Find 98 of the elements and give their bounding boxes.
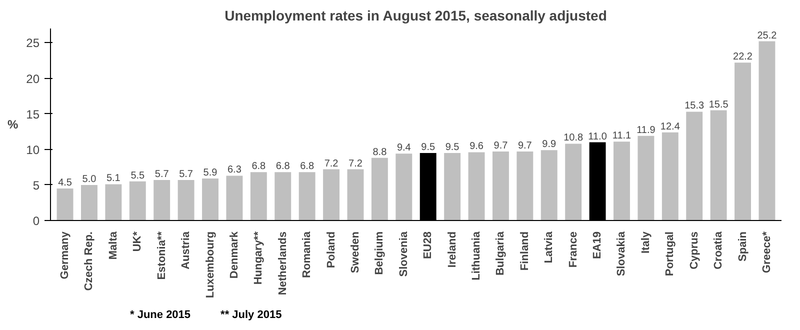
data-label: 15.3 — [684, 100, 705, 112]
bar — [396, 154, 412, 220]
x-tick-label: Ireland — [446, 231, 458, 268]
data-label: 11.9 — [636, 124, 656, 136]
data-label: 5.7 — [179, 168, 194, 180]
data-label: 5.7 — [154, 168, 170, 180]
x-tick-label: Germany — [59, 230, 72, 280]
data-label: 11.1 — [612, 130, 632, 142]
x-tick-label: UK* — [132, 230, 144, 252]
y-axis-title: % — [7, 118, 18, 132]
data-label: 9.9 — [542, 139, 557, 150]
x-tick-label: Slovenia — [398, 230, 410, 277]
bar — [492, 152, 509, 220]
bar — [468, 152, 485, 220]
x-tick-label: EU28 — [422, 231, 434, 260]
bar — [758, 41, 776, 220]
data-label: 22.2 — [733, 52, 753, 63]
x-tick-label: Greece* — [760, 230, 773, 274]
x-tick-label: Lithuania — [470, 230, 483, 280]
x-tick-label: Latvia — [543, 230, 556, 264]
x-tick-label: Netherlands — [276, 231, 289, 296]
y-tick-label: 15 — [26, 107, 40, 122]
data-label: 9.7 — [518, 140, 532, 152]
text: ** July 2015 — [220, 309, 282, 321]
x-tick-label: Finland — [518, 232, 531, 271]
x-tick-label: France — [567, 231, 580, 268]
bar — [323, 169, 340, 220]
data-label: 5.9 — [203, 168, 218, 179]
y-tick-label: 20 — [26, 72, 40, 86]
data-label: 7.2 — [348, 158, 363, 170]
bar — [686, 112, 703, 220]
x-tick-label: Bulgaria — [494, 230, 507, 276]
data-label: 6.3 — [228, 164, 242, 176]
y-tick-label: 25 — [26, 36, 40, 50]
bar — [274, 172, 292, 220]
bar — [347, 169, 364, 220]
x-tick-label: Romania — [301, 230, 314, 278]
data-label: 25.2 — [757, 30, 778, 42]
bar — [371, 158, 388, 220]
bar — [226, 176, 243, 220]
bar — [178, 180, 194, 220]
x-tick-label: Malta — [107, 230, 120, 260]
bar — [638, 136, 654, 220]
bar — [129, 181, 146, 220]
data-label: 9.6 — [470, 141, 484, 152]
data-label: 9.5 — [421, 142, 436, 153]
bar — [105, 184, 122, 220]
x-tick-label: Poland — [325, 231, 338, 268]
y-tick-label: 0 — [32, 214, 40, 228]
bar — [81, 184, 98, 220]
x-tick-label: Cyprus — [688, 231, 700, 270]
x-tick-label: Croatia — [712, 230, 725, 270]
bar — [444, 152, 461, 220]
x-tick-label: Spain — [736, 231, 749, 262]
y-tick-label: 10 — [26, 142, 40, 157]
x-tick-label: Belgium — [374, 231, 386, 275]
bar — [565, 144, 582, 220]
data-label: 11.0 — [588, 131, 608, 142]
data-label: 5.1 — [106, 173, 121, 184]
data-label: 5.0 — [82, 174, 97, 185]
bar — [614, 142, 630, 220]
data-label: 12.4 — [660, 121, 680, 132]
data-label: 15.5 — [708, 99, 729, 110]
x-tick-label: EA19 — [592, 231, 604, 260]
bar — [710, 110, 727, 220]
text: * June 2015 — [130, 309, 191, 321]
data-label: 6.8 — [276, 161, 290, 172]
bar — [734, 62, 751, 220]
x-tick-label: Sweden — [349, 231, 362, 274]
x-tick-label: Austria — [180, 230, 192, 270]
x-tick-label: Estonia** — [156, 230, 168, 280]
data-label: 9.4 — [396, 142, 412, 154]
data-label: 7.2 — [324, 158, 339, 170]
bar — [56, 188, 74, 220]
bar — [516, 152, 534, 220]
x-tick-label: Denmark — [228, 230, 240, 279]
bar — [540, 150, 558, 220]
data-label: 4.5 — [58, 178, 72, 188]
data-label: 9.5 — [445, 142, 460, 153]
x-tick-label: Luxembourg — [204, 231, 216, 298]
bar — [662, 132, 678, 220]
bar — [154, 180, 170, 220]
x-tick-label: Slovakia — [616, 230, 628, 276]
bar — [298, 172, 316, 220]
x-tick-label: Czech Rep. — [83, 231, 96, 291]
data-label: 10.8 — [564, 132, 584, 144]
data-label: 8.8 — [372, 146, 388, 158]
data-label: 9.7 — [494, 140, 508, 152]
x-tick-label: Hungary** — [252, 230, 265, 285]
y-tick-label: 5 — [32, 178, 40, 192]
data-label: 6.8 — [252, 161, 266, 172]
x-tick-label: Italy — [640, 230, 652, 254]
x-tick-label: Portugal — [664, 231, 676, 276]
data-label: 6.8 — [300, 161, 314, 172]
chart-title: Unemployment rates in August 2015, seasonally adjusted — [224, 8, 607, 24]
bar — [250, 172, 267, 220]
data-label: 5.5 — [130, 170, 146, 182]
bar — [202, 178, 218, 220]
